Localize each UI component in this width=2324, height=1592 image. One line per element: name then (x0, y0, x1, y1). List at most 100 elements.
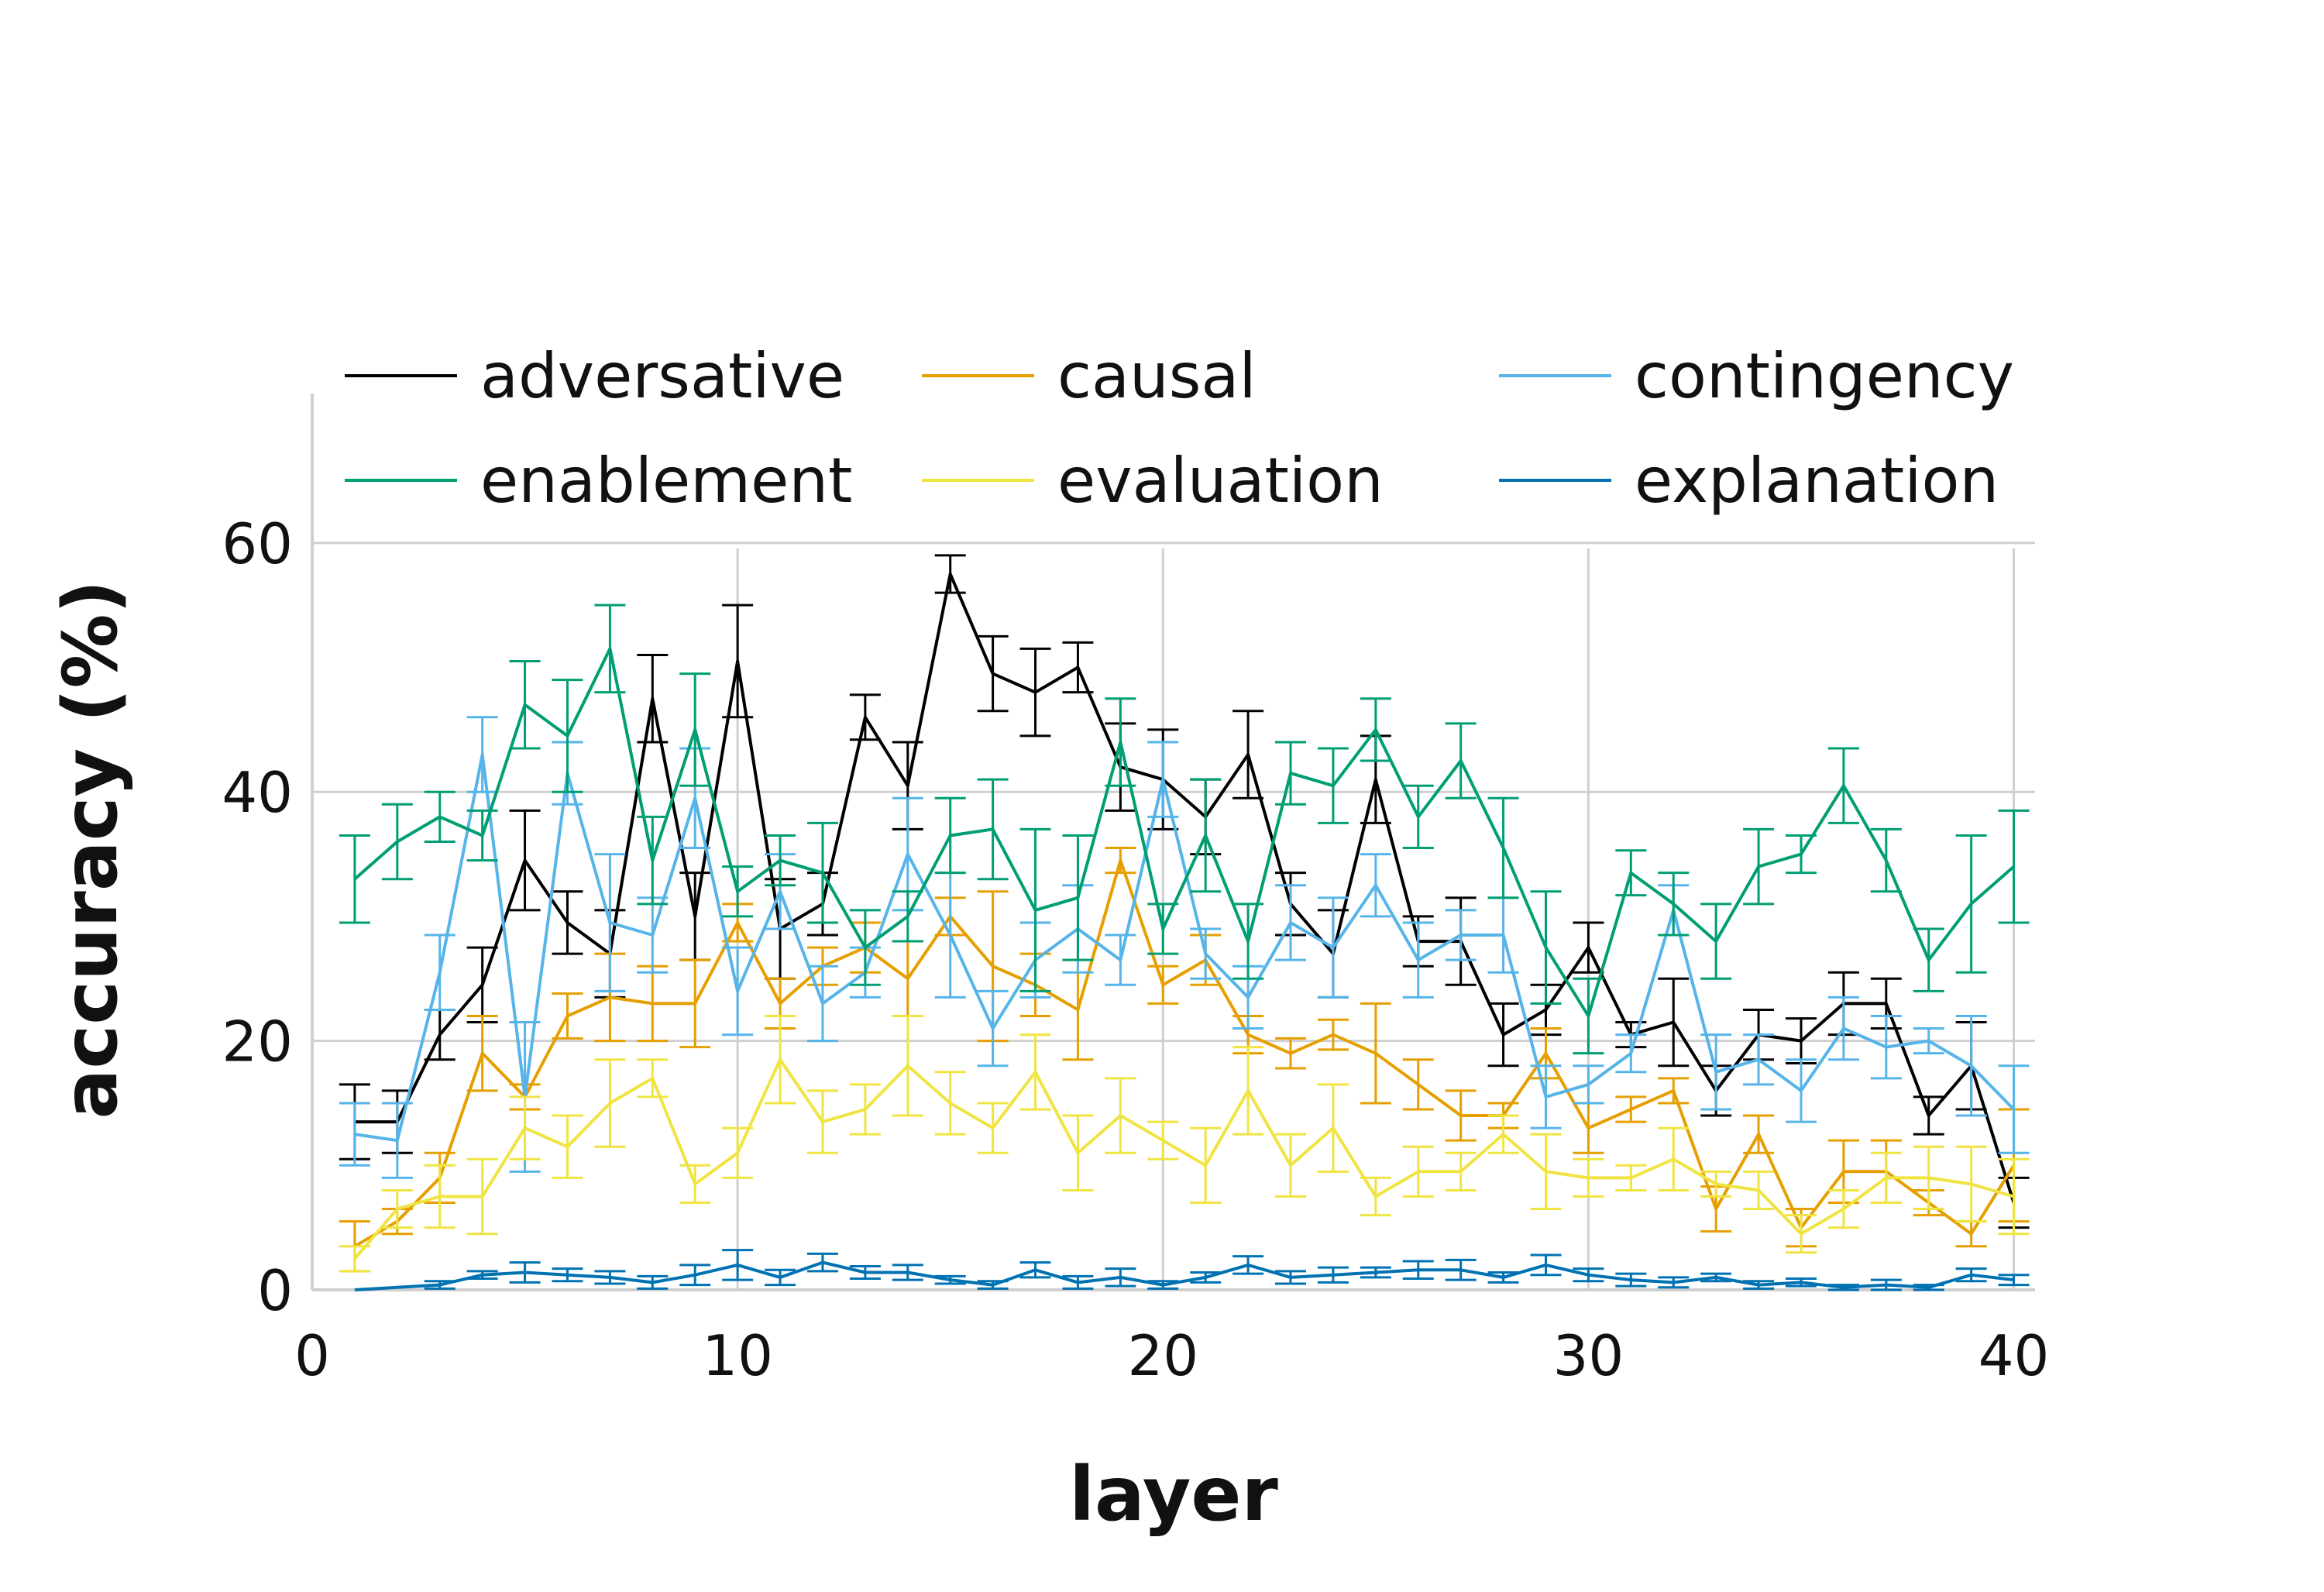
error-bar (1147, 1280, 1179, 1290)
series-line-explanation (354, 1260, 2014, 1291)
error-bar (849, 1083, 881, 1136)
error-bar (1402, 1145, 1434, 1198)
error-bar (1913, 1284, 1944, 1291)
series-line-adversative (354, 573, 2016, 1204)
error-bar (1955, 1267, 1987, 1283)
error-bar (1360, 697, 1391, 762)
error-bar (1913, 927, 1944, 992)
error-bar (1317, 1018, 1349, 1051)
error-bar (1573, 1267, 1604, 1283)
legend-item-evaluation: evaluation (922, 445, 1384, 517)
error-bar (765, 834, 796, 887)
error-bar (1573, 1064, 1604, 1105)
error-bar (1743, 1033, 1775, 1086)
error-bar (765, 1014, 796, 1105)
error-bar (1190, 778, 1222, 893)
error-bar (339, 1245, 370, 1273)
x-tick-label: 40 (1978, 1323, 2050, 1388)
error-bar (806, 1252, 838, 1273)
error-bar (509, 659, 541, 750)
series-adversative (339, 554, 2030, 1229)
error-bar (1870, 827, 1902, 893)
error-bar (1190, 927, 1222, 980)
error-bar (1360, 853, 1391, 918)
error-bar (1615, 1033, 1647, 1074)
error-bar (1232, 710, 1264, 799)
error-bar (1317, 1266, 1349, 1284)
error-bar (339, 834, 370, 924)
error-bar (1317, 747, 1349, 824)
error-bar (1615, 1164, 1647, 1191)
error-bar (637, 1058, 669, 1099)
error-bar (1870, 1014, 1902, 1080)
error-bar (637, 653, 669, 744)
error-bar (1700, 1272, 1732, 1283)
error-bar (1615, 1095, 1647, 1123)
error-bar (679, 1164, 711, 1205)
error-bar (424, 1280, 456, 1290)
error-bar (722, 865, 754, 918)
error-bar (466, 1270, 498, 1281)
error-bar (1105, 934, 1136, 986)
error-bar (466, 716, 498, 793)
error-bar (466, 946, 498, 1024)
y-tick-label: 20 (222, 1009, 293, 1075)
series-group (339, 554, 2030, 1291)
error-bar (1827, 1188, 1859, 1229)
legend-label: evaluation (1057, 445, 1384, 517)
error-bar (552, 1267, 583, 1283)
error-bar (1658, 1126, 1690, 1191)
legend-label: adversative (480, 340, 844, 412)
legend-label: explanation (1635, 445, 1999, 517)
error-bar (1530, 1064, 1562, 1130)
error-bar (1573, 977, 1604, 1055)
error-bar (722, 603, 754, 719)
error-bar (1062, 834, 1094, 961)
error-bar (552, 992, 583, 1040)
error-bar (1487, 1002, 1519, 1068)
error-bar (934, 1071, 966, 1136)
error-bar (1573, 1157, 1604, 1198)
error-bar (1827, 1284, 1859, 1291)
error-bar (892, 940, 923, 1017)
error-bar (1232, 903, 1264, 980)
series-line-contingency (354, 753, 2015, 1143)
x-axis-title: layer (1069, 1451, 1278, 1538)
error-bar (1913, 1095, 1944, 1136)
error-bar (1487, 1114, 1519, 1154)
error-bar (806, 964, 838, 1043)
error-bar (977, 634, 1009, 713)
error-bar (1955, 1145, 1987, 1223)
error-bar (722, 1126, 754, 1179)
error-bar (1998, 809, 2030, 924)
error-bar (892, 890, 923, 943)
error-bar (509, 1095, 541, 1160)
error-bar (1062, 641, 1094, 694)
error-bar (1445, 1151, 1477, 1191)
error-bar (552, 890, 583, 955)
error-bar (1445, 909, 1477, 961)
error-bar (1275, 1037, 1307, 1070)
error-bar (1785, 834, 1817, 875)
error-bar (679, 872, 711, 961)
error-bar (765, 1268, 796, 1287)
legend-label: enablement (480, 445, 852, 517)
error-bar (1105, 1077, 1136, 1154)
error-bar (1658, 977, 1690, 1068)
tick-labels: 0 10 20 30 40 0 20 40 60 (222, 511, 2049, 1388)
error-bar (1998, 1157, 2030, 1236)
error-bar (1360, 1002, 1391, 1105)
error-bar (381, 803, 413, 881)
error-bar (424, 934, 456, 1011)
error-bar (1615, 1272, 1647, 1288)
x-tick-label: 20 (1127, 1323, 1198, 1388)
error-bar (1445, 1258, 1477, 1281)
error-bar (722, 1249, 754, 1281)
error-bar (381, 1188, 413, 1229)
error-bar (594, 853, 626, 992)
error-bar (509, 809, 541, 912)
error-bar (1232, 1046, 1264, 1136)
error-bar (1785, 1277, 1817, 1288)
